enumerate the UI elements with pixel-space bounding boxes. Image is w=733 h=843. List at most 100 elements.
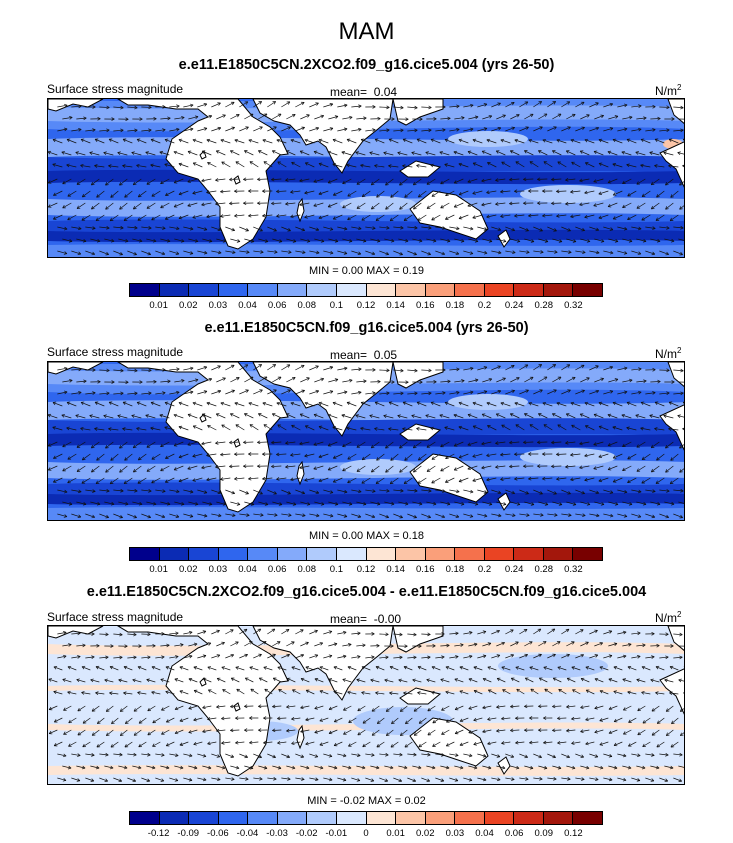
colorbar-tick-label: 0.08: [297, 564, 317, 575]
colorbar-swatch: [159, 284, 190, 296]
panel-3-map-canvas: [48, 626, 684, 784]
colorbar-swatch: [396, 548, 426, 560]
colorbar-swatch: [425, 812, 456, 824]
panel-3-minmax: MIN = -0.02 MAX = 0.02: [307, 795, 426, 807]
colorbar-swatch: [218, 812, 249, 824]
colorbar-swatch: [366, 548, 397, 560]
panel-1-colorbar: [129, 283, 603, 297]
colorbar-tick-label: 0.18: [445, 564, 465, 575]
colorbar-tick-label: -0.06: [207, 828, 229, 839]
colorbar-tick-label: 0.01: [149, 564, 168, 575]
colorbar-tick-label: 0.01: [386, 828, 405, 839]
colorbar-tick-label: -0.09: [177, 828, 200, 839]
panel-2-colorbar-ticks: 0.01 0.02 0.03 0.04 0.06 0.08 0.1 0.12 0.14 0.16 0…: [129, 564, 603, 576]
colorbar-swatch: [307, 812, 337, 824]
colorbar-swatch: [307, 284, 337, 296]
panel-3-mean: mean= -0.00: [330, 612, 401, 626]
panel-2-map: [47, 361, 685, 521]
panel-1-units: N/m2: [655, 83, 682, 98]
panel-1-variable-label: Surface stress magnitude: [47, 82, 184, 96]
panel-2-units: N/m2: [655, 346, 682, 361]
panel-2-mean: mean= 0.05: [330, 348, 397, 362]
colorbar-tick-label: 0.18: [445, 300, 465, 311]
panel-3-mean-label: mean=: [330, 612, 368, 626]
colorbar-tick-label: 0.08: [297, 300, 317, 311]
colorbar-tick-label: 0.04: [238, 564, 257, 575]
colorbar-tick-label: 0.1: [329, 564, 343, 575]
colorbar-swatch: [514, 548, 544, 560]
colorbar-swatch: [425, 548, 456, 560]
colorbar-tick-label: 0.28: [534, 300, 554, 311]
colorbar-swatch: [307, 548, 337, 560]
colorbar-swatch: [189, 812, 219, 824]
panel-1-mean-value: 0.04: [373, 85, 398, 99]
panel-2-title: e.e11.E1850C5CN.f09_g16.cice5.004 (yrs 2…: [204, 320, 529, 336]
colorbar-tick-label: 0.02: [416, 828, 435, 839]
panel-1-map-canvas: [48, 99, 684, 257]
colorbar-tick-label: -0.03: [266, 828, 288, 839]
colorbar-swatch: [484, 812, 515, 824]
colorbar-tick-label: 0.1: [329, 300, 343, 311]
colorbar-tick-label: 0: [363, 828, 369, 839]
colorbar-tick-label: 0.16: [416, 564, 435, 575]
colorbar-tick-label: 0.2: [477, 300, 492, 311]
colorbar-swatch: [543, 548, 574, 560]
colorbar-swatch: [218, 548, 249, 560]
colorbar-swatch: [159, 812, 190, 824]
colorbar-swatch: [248, 284, 278, 296]
panel-1-mean-label: mean=: [330, 85, 368, 99]
colorbar-tick-label: 0.02: [179, 564, 198, 575]
colorbar-swatch: [396, 812, 426, 824]
colorbar-swatch: [573, 548, 602, 560]
colorbar-tick-label: -0.02: [295, 828, 318, 839]
panel-2-map-canvas: [48, 362, 684, 520]
panel-2-minmax: MIN = 0.00 MAX = 0.18: [309, 530, 424, 542]
colorbar-swatch: [277, 284, 308, 296]
colorbar-swatch: [218, 284, 249, 296]
colorbar-swatch: [189, 548, 219, 560]
colorbar-tick-label: 0.02: [179, 300, 198, 311]
panel-3-variable-label: Surface stress magnitude: [47, 610, 184, 624]
colorbar-swatch: [455, 548, 485, 560]
colorbar-tick-label: 0.03: [208, 564, 228, 575]
panel-1-minmax: MIN = 0.00 MAX = 0.19: [309, 265, 424, 277]
panel-3-map: [47, 625, 685, 785]
colorbar-tick-label: 0.03: [208, 300, 228, 311]
panel-2-colorbar: [129, 547, 603, 561]
colorbar-tick-label: 0.06: [267, 564, 287, 575]
colorbar-tick-label: 0.12: [356, 300, 376, 311]
colorbar-tick-label: -0.01: [325, 828, 348, 839]
colorbar-swatch: [425, 284, 456, 296]
colorbar-swatch: [366, 284, 397, 296]
colorbar-tick-label: 0.28: [534, 564, 554, 575]
colorbar-tick-label: 0.06: [267, 300, 287, 311]
colorbar-tick-label: 0.06: [504, 828, 524, 839]
colorbar-tick-label: 0.32: [564, 564, 583, 575]
panel-3-mean-value: -0.00: [373, 612, 402, 626]
colorbar-swatch: [189, 284, 219, 296]
season-title: MAM: [338, 18, 395, 45]
colorbar-swatch: [573, 812, 602, 824]
colorbar-tick-label: 0.04: [475, 828, 494, 839]
colorbar-tick-label: 0.2: [477, 564, 492, 575]
colorbar-swatch: [484, 548, 515, 560]
colorbar-swatch: [573, 284, 602, 296]
colorbar-swatch: [277, 812, 308, 824]
colorbar-tick-label: 0.12: [564, 828, 583, 839]
colorbar-swatch: [336, 548, 367, 560]
panel-2-variable-label: Surface stress magnitude: [47, 345, 184, 359]
colorbar-swatch: [248, 548, 278, 560]
colorbar-swatch: [248, 812, 278, 824]
colorbar-tick-label: 0.12: [356, 564, 376, 575]
colorbar-swatch: [455, 812, 485, 824]
panel-1-mean: mean= 0.04: [330, 85, 397, 99]
colorbar-tick-label: -0.04: [236, 828, 259, 839]
colorbar-tick-label: 0.16: [416, 300, 435, 311]
colorbar-swatch: [514, 812, 544, 824]
colorbar-swatch: [514, 284, 544, 296]
panel-1-title: e.e11.E1850C5CN.2XCO2.f09_g16.cice5.004 …: [178, 57, 555, 73]
colorbar-swatch: [366, 812, 397, 824]
panel-3-units: N/m2: [655, 610, 682, 625]
colorbar-swatch: [543, 812, 574, 824]
colorbar-swatch: [130, 812, 160, 824]
